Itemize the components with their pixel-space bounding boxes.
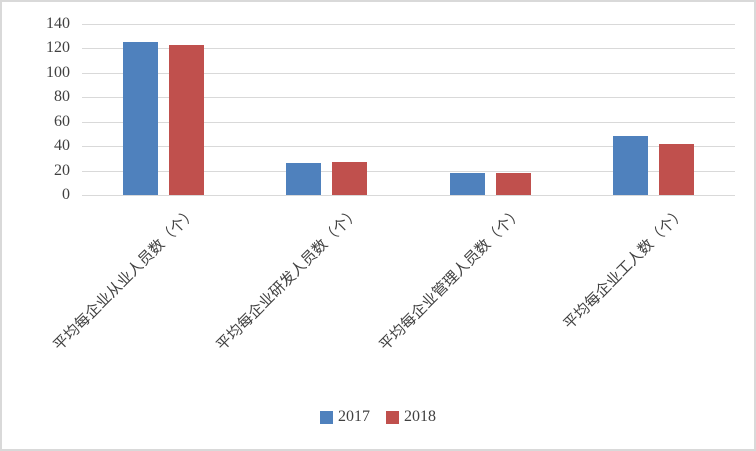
- y-tick-label-120: 120: [46, 39, 70, 57]
- bar-2017-group-2: [286, 163, 322, 195]
- plot-area: [82, 24, 735, 196]
- gridline-y-80: [82, 97, 735, 99]
- legend-swatch-2017: [320, 410, 333, 424]
- gridline-y-0: [82, 195, 735, 196]
- gridline-y-60: [82, 121, 735, 123]
- bar-2018-group-4: [658, 143, 694, 195]
- legend-label-2018: 2018: [404, 408, 436, 425]
- y-tick-label-140: 140: [46, 15, 70, 32]
- bar-group-1: [82, 24, 245, 195]
- legend-item-2018: 2018: [386, 408, 436, 426]
- legend-swatch-2018: [386, 410, 399, 424]
- y-tick-label-60: 60: [54, 112, 70, 130]
- x-category-label-2: 平均每企业研发人员数（个）: [213, 204, 364, 355]
- bar-2017-group-3: [449, 173, 485, 195]
- bar-group-3: [409, 24, 572, 195]
- y-tick-label-40: 40: [54, 137, 70, 155]
- bar-group-4: [572, 24, 735, 195]
- gridline-y-100: [82, 72, 735, 74]
- gridline-y-120: [82, 48, 735, 50]
- legend-label-2017: 2017: [338, 408, 370, 425]
- y-tick-label-80: 80: [54, 88, 70, 106]
- gridline-y-140: [82, 24, 735, 25]
- legend: 2017 2018: [2, 408, 754, 426]
- bar-2017-group-4: [612, 136, 648, 195]
- bar-group-2: [245, 24, 408, 195]
- bar-2018-group-3: [495, 173, 531, 195]
- y-tick-label-20: 20: [54, 161, 70, 179]
- bar-2018-group-1: [169, 44, 205, 195]
- bar-2018-group-2: [332, 162, 368, 195]
- x-category-label-4: 平均每企业工人数（个）: [561, 204, 690, 333]
- x-category-label-1: 平均每企业从业人员数（个）: [50, 204, 200, 355]
- x-category-label-3: 平均每企业管理人员数（个）: [377, 204, 527, 355]
- gridline-y-20: [82, 170, 735, 172]
- gridline-y-40: [82, 146, 735, 148]
- legend-item-2017: 2017: [320, 408, 370, 426]
- y-tick-label-100: 100: [46, 63, 70, 81]
- y-tick-label-0: 0: [62, 186, 70, 203]
- bar-2017-group-1: [123, 42, 159, 195]
